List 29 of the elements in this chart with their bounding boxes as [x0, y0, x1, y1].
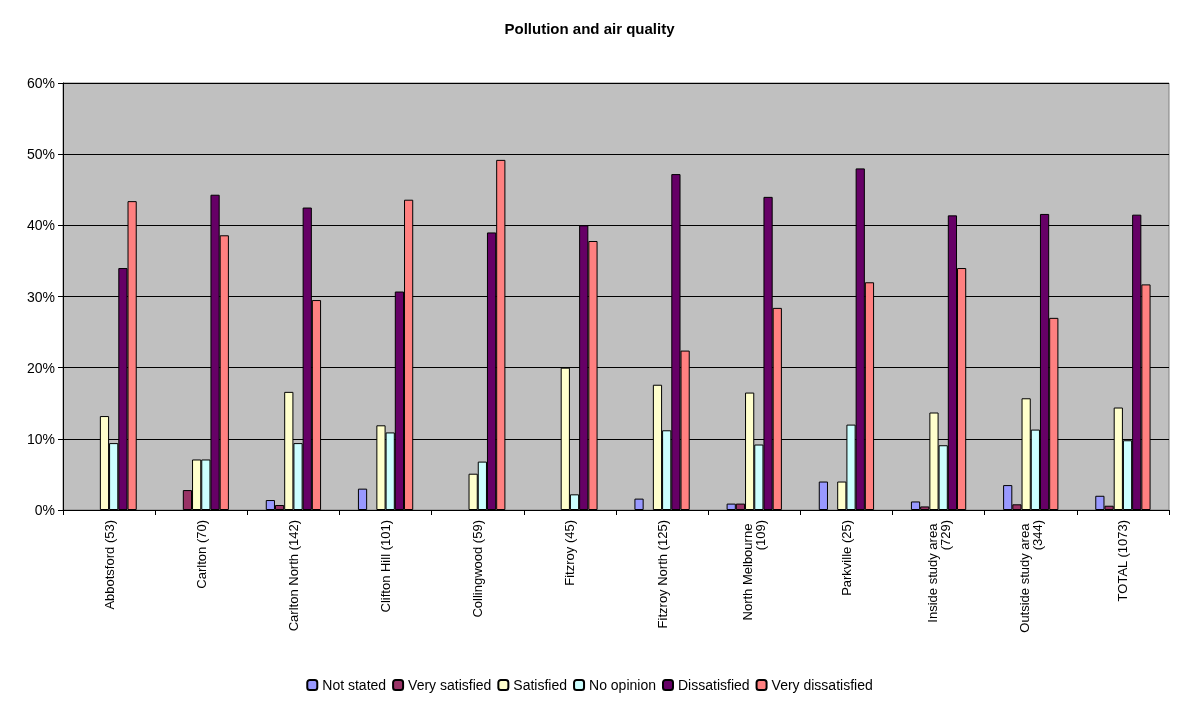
x-tick-label: Fitzroy North (125)	[654, 520, 670, 629]
x-tick-label: Carlton North (142)	[285, 520, 301, 632]
x-tick-label: Carlton (70)	[193, 520, 209, 589]
legend-label: No opinion	[589, 677, 656, 693]
legend-label: Very satisfied	[408, 677, 492, 693]
bar	[357, 488, 368, 510]
x-tick-label: North Melbourne (109)	[740, 520, 769, 621]
x-tick-label: Fitzroy (45)	[562, 520, 578, 586]
x-tick-label: Outside study area (344)	[1016, 520, 1045, 633]
y-tick-label: 40%	[26, 217, 55, 234]
legend-label: Very dissatisfied	[771, 677, 873, 693]
bar	[634, 498, 644, 510]
x-tick-label: Parkville (25)	[838, 520, 854, 596]
x-tick-label: Clifton Hill (101)	[378, 520, 394, 613]
y-tick-label: 0%	[34, 502, 55, 518]
legend-label: Not stated	[322, 677, 387, 693]
bar	[818, 481, 828, 510]
y-tick-label: 10%	[26, 430, 55, 447]
x-tick-label: TOTAL (1073)	[1115, 520, 1131, 602]
legend-label: Dissatisfied	[677, 677, 750, 693]
y-tick-label: 60%	[26, 75, 55, 91]
y-tick-label: 50%	[26, 146, 55, 163]
chart-title: Pollution and air quality	[504, 20, 676, 37]
y-tick-label: 20%	[26, 359, 55, 376]
y-tick-label: 30%	[26, 288, 55, 305]
x-tick-label: Inside study area (729)	[924, 520, 953, 623]
x-tick-label: Abbotsford (53)	[101, 520, 117, 610]
x-tick-label: Collingwood (59)	[470, 520, 486, 618]
legend-label: Satisfied	[513, 677, 568, 693]
